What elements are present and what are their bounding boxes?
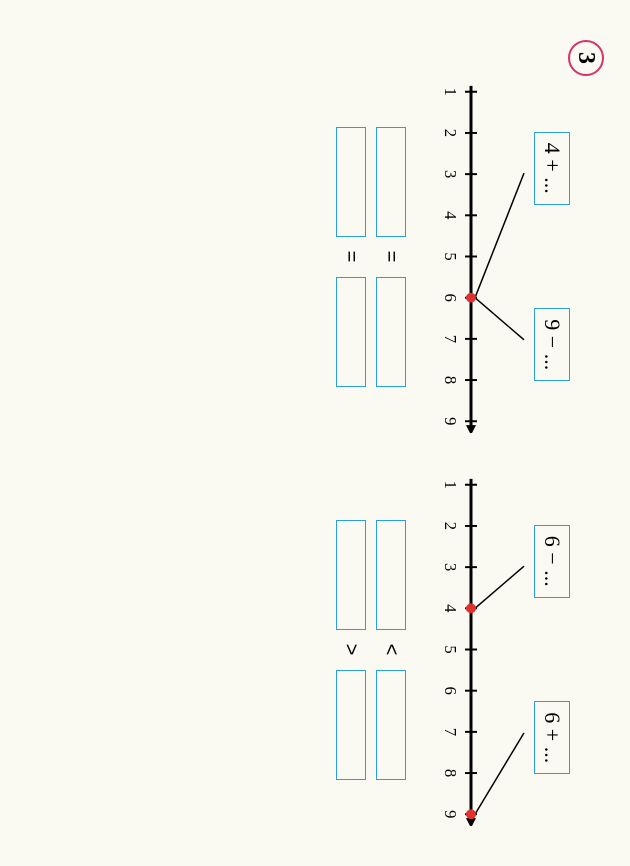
expression-box-left-a: 4 + ... [534, 132, 570, 205]
answer-box[interactable] [376, 277, 406, 387]
answer-row-right-2: > [336, 473, 366, 826]
svg-text:2: 2 [441, 522, 460, 530]
operator-lt: < [380, 642, 403, 658]
expression-box-right-a: 6 − ... [534, 525, 570, 598]
worksheet-page: 3 4 + ... 9 − ... 1 2 3 4 5 6 7 8 9 = = [0, 0, 630, 866]
svg-text:2: 2 [441, 129, 460, 137]
answer-section-left: = = [336, 80, 406, 433]
expression-box-right-b: 6 + ... [534, 701, 570, 774]
svg-text:9: 9 [441, 810, 460, 818]
svg-text:3: 3 [441, 563, 460, 571]
svg-text:4: 4 [441, 211, 460, 220]
svg-text:1: 1 [441, 481, 460, 489]
numberline-left-wrap: 1 2 3 4 5 6 7 8 9 [416, 80, 526, 433]
svg-text:6: 6 [441, 687, 460, 695]
svg-text:3: 3 [441, 170, 460, 178]
answer-box[interactable] [376, 670, 406, 780]
answer-box[interactable] [336, 127, 366, 237]
answer-section-right: < > [336, 473, 406, 826]
numberline-right: 1 2 3 4 5 6 7 8 9 [416, 473, 526, 826]
svg-text:5: 5 [441, 252, 460, 260]
operator-gt: > [340, 642, 363, 658]
svg-text:9: 9 [441, 417, 460, 425]
problem-number-badge: 3 [568, 40, 604, 76]
svg-text:4: 4 [441, 604, 460, 613]
svg-text:8: 8 [441, 376, 460, 384]
svg-text:1: 1 [441, 88, 460, 96]
svg-text:8: 8 [441, 769, 460, 777]
numberline-right-wrap: 1 2 3 4 5 6 7 8 9 [416, 473, 526, 826]
problems-container: 4 + ... 9 − ... 1 2 3 4 5 6 7 8 9 = = [326, 80, 570, 826]
answer-box[interactable] [336, 670, 366, 780]
problem-number-text: 3 [573, 52, 600, 64]
answer-box[interactable] [336, 277, 366, 387]
answer-box[interactable] [376, 520, 406, 630]
answer-row-right-1: < [376, 473, 406, 826]
answer-row-left-1: = [376, 80, 406, 433]
svg-text:5: 5 [441, 645, 460, 653]
answer-row-left-2: = [336, 80, 366, 433]
svg-text:7: 7 [441, 728, 460, 736]
operator-equals: = [340, 249, 363, 265]
answer-box[interactable] [376, 127, 406, 237]
problem-right: 6 − ... 6 + ... 1 2 3 4 5 6 7 8 9 < > [326, 473, 570, 826]
svg-text:6: 6 [441, 294, 460, 302]
expression-box-left-b: 9 − ... [534, 308, 570, 381]
problem-left: 4 + ... 9 − ... 1 2 3 4 5 6 7 8 9 = = [326, 80, 570, 433]
svg-text:7: 7 [441, 335, 460, 343]
expression-row-right: 6 − ... 6 + ... [534, 473, 570, 826]
answer-box[interactable] [336, 520, 366, 630]
expression-row-left: 4 + ... 9 − ... [534, 80, 570, 433]
numberline-left: 1 2 3 4 5 6 7 8 9 [416, 80, 526, 433]
operator-equals: = [380, 249, 403, 265]
